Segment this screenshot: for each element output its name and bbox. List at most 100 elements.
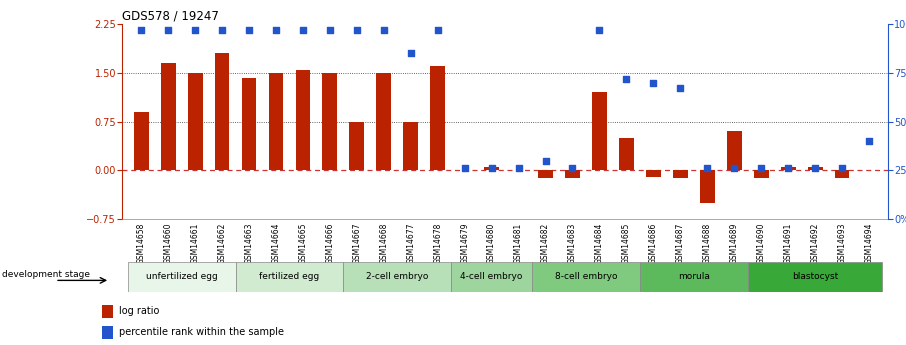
Text: GSM14684: GSM14684: [595, 223, 604, 264]
Text: GSM14694: GSM14694: [864, 223, 873, 264]
Bar: [215, 53, 229, 170]
Text: GSM14693: GSM14693: [837, 223, 846, 264]
Point: [754, 166, 768, 171]
Bar: [350, 122, 364, 170]
Text: morula: morula: [678, 272, 709, 282]
Text: GSM14677: GSM14677: [406, 223, 415, 264]
Bar: [160, 63, 176, 170]
Bar: [754, 170, 768, 178]
Point: [403, 51, 418, 56]
Text: GSM14683: GSM14683: [568, 223, 577, 264]
Text: GSM14668: GSM14668: [380, 223, 389, 264]
Text: GSM14680: GSM14680: [487, 223, 496, 264]
Text: 8-cell embryo: 8-cell embryo: [554, 272, 617, 282]
Point: [269, 27, 284, 33]
Bar: [484, 167, 499, 170]
Point: [430, 27, 445, 33]
Point: [700, 166, 715, 171]
Text: GSM14692: GSM14692: [811, 223, 820, 264]
Bar: [343, 262, 451, 292]
Point: [134, 27, 149, 33]
Bar: [592, 92, 607, 170]
Text: GSM14661: GSM14661: [190, 223, 199, 264]
Point: [834, 166, 849, 171]
Point: [188, 27, 202, 33]
Text: 2-cell embryo: 2-cell embryo: [366, 272, 429, 282]
Text: development stage: development stage: [3, 270, 91, 279]
Text: GSM14658: GSM14658: [137, 223, 146, 264]
Bar: [727, 131, 742, 170]
Point: [458, 166, 472, 171]
Bar: [673, 170, 688, 178]
Bar: [102, 305, 113, 318]
Text: GSM14681: GSM14681: [514, 223, 523, 264]
Bar: [807, 167, 823, 170]
Point: [215, 27, 229, 33]
Text: log ratio: log ratio: [119, 306, 159, 316]
Point: [377, 27, 391, 33]
Bar: [699, 170, 715, 203]
Point: [565, 166, 580, 171]
Bar: [134, 112, 149, 170]
Point: [862, 138, 876, 144]
Point: [242, 27, 256, 33]
Bar: [451, 262, 532, 292]
Bar: [834, 170, 850, 178]
Bar: [188, 73, 203, 170]
Text: blastocyst: blastocyst: [792, 272, 838, 282]
Text: GSM14663: GSM14663: [245, 223, 254, 264]
Text: unfertilized egg: unfertilized egg: [146, 272, 217, 282]
Point: [619, 76, 633, 81]
Text: GDS578 / 19247: GDS578 / 19247: [122, 10, 219, 23]
Text: GSM14679: GSM14679: [460, 223, 469, 264]
Bar: [532, 262, 640, 292]
Bar: [376, 73, 391, 170]
Point: [485, 166, 499, 171]
Point: [295, 27, 310, 33]
Text: GSM14687: GSM14687: [676, 223, 685, 264]
Text: GSM14665: GSM14665: [298, 223, 307, 264]
Point: [511, 166, 525, 171]
Bar: [640, 262, 747, 292]
Bar: [781, 167, 795, 170]
Bar: [242, 78, 256, 170]
Text: GSM14688: GSM14688: [703, 223, 712, 264]
Point: [161, 27, 176, 33]
Text: GSM14667: GSM14667: [352, 223, 361, 264]
Bar: [268, 73, 284, 170]
Bar: [323, 73, 337, 170]
Text: GSM14685: GSM14685: [622, 223, 631, 264]
Text: GSM14660: GSM14660: [164, 223, 173, 264]
Bar: [538, 170, 553, 178]
Point: [673, 86, 688, 91]
Bar: [430, 66, 445, 170]
Point: [538, 158, 553, 164]
Text: GSM14689: GSM14689: [729, 223, 738, 264]
Text: GSM14691: GSM14691: [784, 223, 793, 264]
Bar: [747, 262, 882, 292]
Bar: [403, 122, 419, 170]
Bar: [236, 262, 343, 292]
Point: [781, 166, 795, 171]
Bar: [619, 138, 634, 170]
Text: 4-cell embryo: 4-cell embryo: [460, 272, 523, 282]
Point: [646, 80, 660, 86]
Bar: [295, 70, 311, 170]
Text: GSM14686: GSM14686: [649, 223, 658, 264]
Text: fertilized egg: fertilized egg: [259, 272, 320, 282]
Bar: [102, 326, 113, 339]
Bar: [565, 170, 580, 178]
Point: [323, 27, 337, 33]
Point: [727, 166, 741, 171]
Text: percentile rank within the sample: percentile rank within the sample: [119, 327, 284, 337]
Text: GSM14690: GSM14690: [757, 223, 766, 264]
Text: GSM14662: GSM14662: [217, 223, 226, 264]
Text: GSM14682: GSM14682: [541, 223, 550, 264]
Point: [593, 27, 607, 33]
Bar: [646, 170, 660, 177]
Bar: [128, 262, 236, 292]
Point: [350, 27, 364, 33]
Point: [808, 166, 823, 171]
Text: GSM14678: GSM14678: [433, 223, 442, 264]
Text: GSM14664: GSM14664: [272, 223, 281, 264]
